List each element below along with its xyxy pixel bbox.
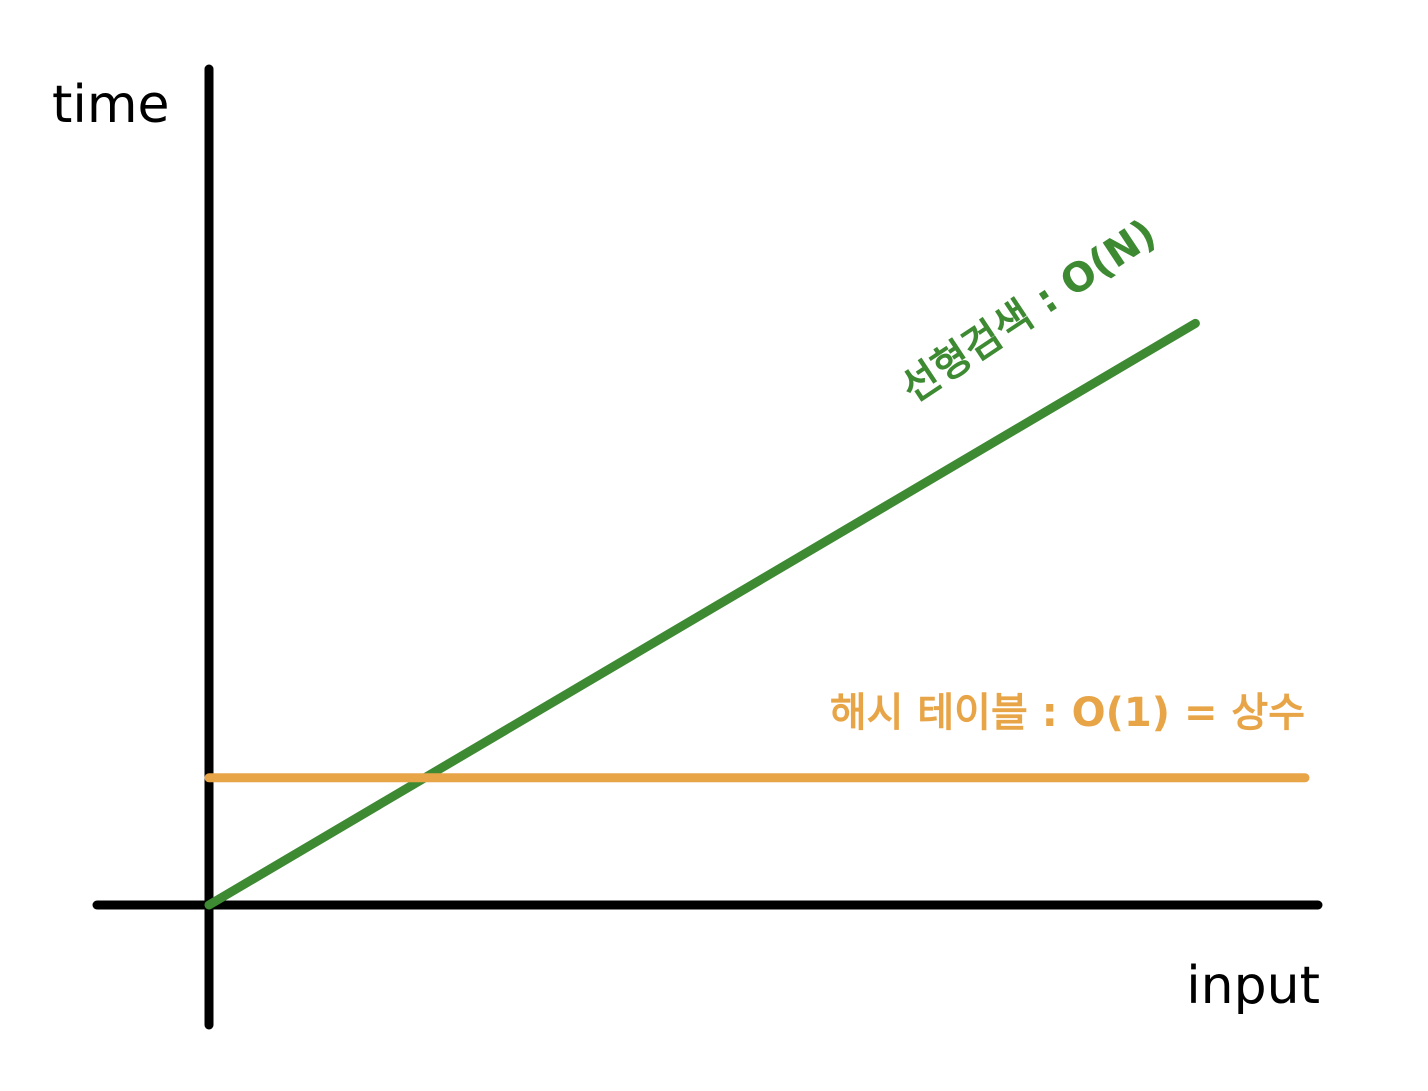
y-axis-label: time: [52, 75, 169, 135]
x-axis-label: input: [1186, 956, 1320, 1016]
series-label-hash-table: 해시 테이블 : O(1) = 상수: [830, 690, 1305, 736]
series-label-linear-search: 선형검색 : O(N): [893, 210, 1164, 412]
series-line-linear-search: [204, 318, 1200, 910]
